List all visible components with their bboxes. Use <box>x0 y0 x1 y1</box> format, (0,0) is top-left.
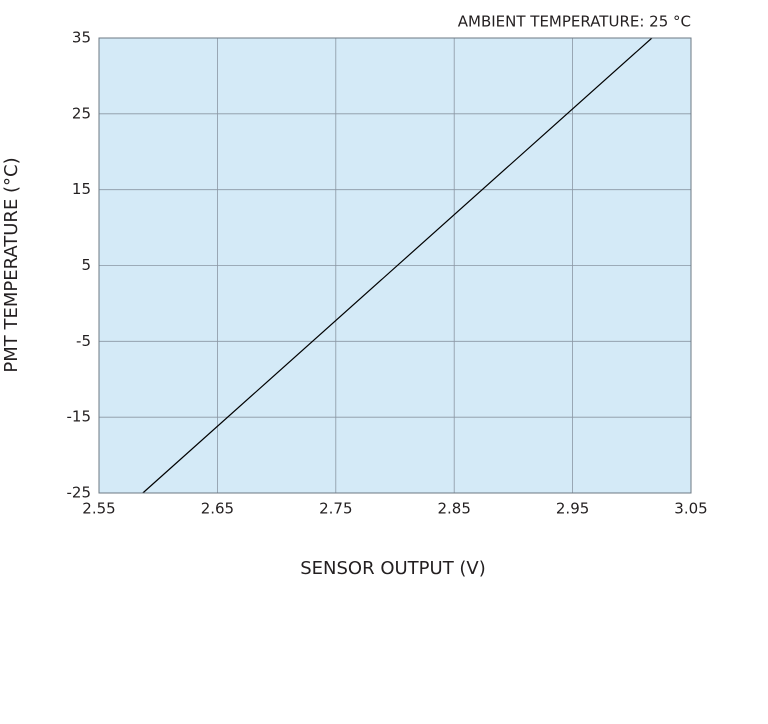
x-tick-label: 3.05 <box>674 500 707 518</box>
plot-frame <box>98 37 692 494</box>
y-tick-label: 35 <box>72 29 91 47</box>
x-tick-label: 2.65 <box>201 500 234 518</box>
y-tick-label: 15 <box>72 180 91 198</box>
annotation: AMBIENT TEMPERATURE: 25 °C <box>458 13 691 31</box>
x-tick-label: 2.55 <box>82 500 115 518</box>
y-tick-label: -5 <box>76 332 91 350</box>
x-axis-label: SENSOR OUTPUT (V) <box>300 558 486 579</box>
data-line <box>142 37 653 494</box>
y-tick-label: 25 <box>72 104 91 122</box>
x-tick-label: 2.75 <box>319 500 352 518</box>
y-tick-label: 5 <box>81 256 91 274</box>
y-axis-label: PMT TEMPERATURE (°C) <box>1 157 22 372</box>
x-tick-label: 2.85 <box>437 500 470 518</box>
x-tick-label: 2.95 <box>556 500 589 518</box>
y-tick-label: -15 <box>67 408 92 426</box>
y-tick-label: -25 <box>67 484 92 502</box>
